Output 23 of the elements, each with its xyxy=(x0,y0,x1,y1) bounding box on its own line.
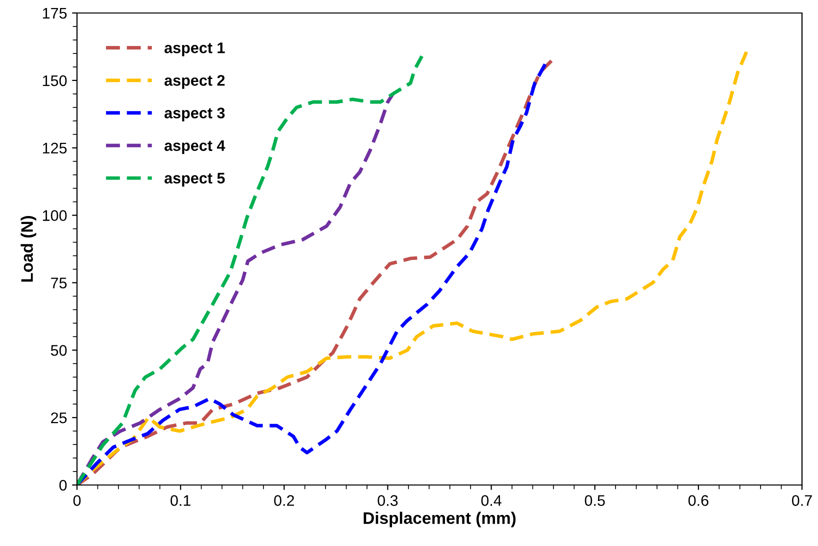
y-axis-title: Load (N) xyxy=(20,216,36,282)
legend-label: aspect 1 xyxy=(164,42,225,56)
y-tick-label: 175 xyxy=(42,8,67,19)
x-tick-label: 0.5 xyxy=(584,495,605,506)
y-tick-label: 75 xyxy=(51,278,67,288)
x-tick-label: 0.3 xyxy=(378,495,398,506)
x-tick-label: 0.1 xyxy=(170,495,190,506)
y-tick-label: 0 xyxy=(59,480,67,491)
y-tick-label: 25 xyxy=(51,412,67,424)
legend-label: aspect 2 xyxy=(164,75,225,89)
x-tick-label: 0.4 xyxy=(481,495,502,506)
legend-label: aspect 4 xyxy=(164,140,226,154)
y-tick-label: 50 xyxy=(50,345,67,356)
y-tick-label: 100 xyxy=(42,210,67,221)
x-tick-label: 0.2 xyxy=(274,495,294,506)
x-tick-label: 0.6 xyxy=(688,495,708,506)
legend-label: aspect 5 xyxy=(164,172,225,187)
legend-label: aspect 3 xyxy=(164,108,225,122)
x-tick-label: 0 xyxy=(73,495,81,506)
y-tick-label: 125 xyxy=(42,142,67,154)
x-axis-title: Displacement (mm) xyxy=(364,512,516,528)
y-tick-label: 150 xyxy=(42,75,67,86)
x-tick-label: 0.7 xyxy=(792,495,812,506)
